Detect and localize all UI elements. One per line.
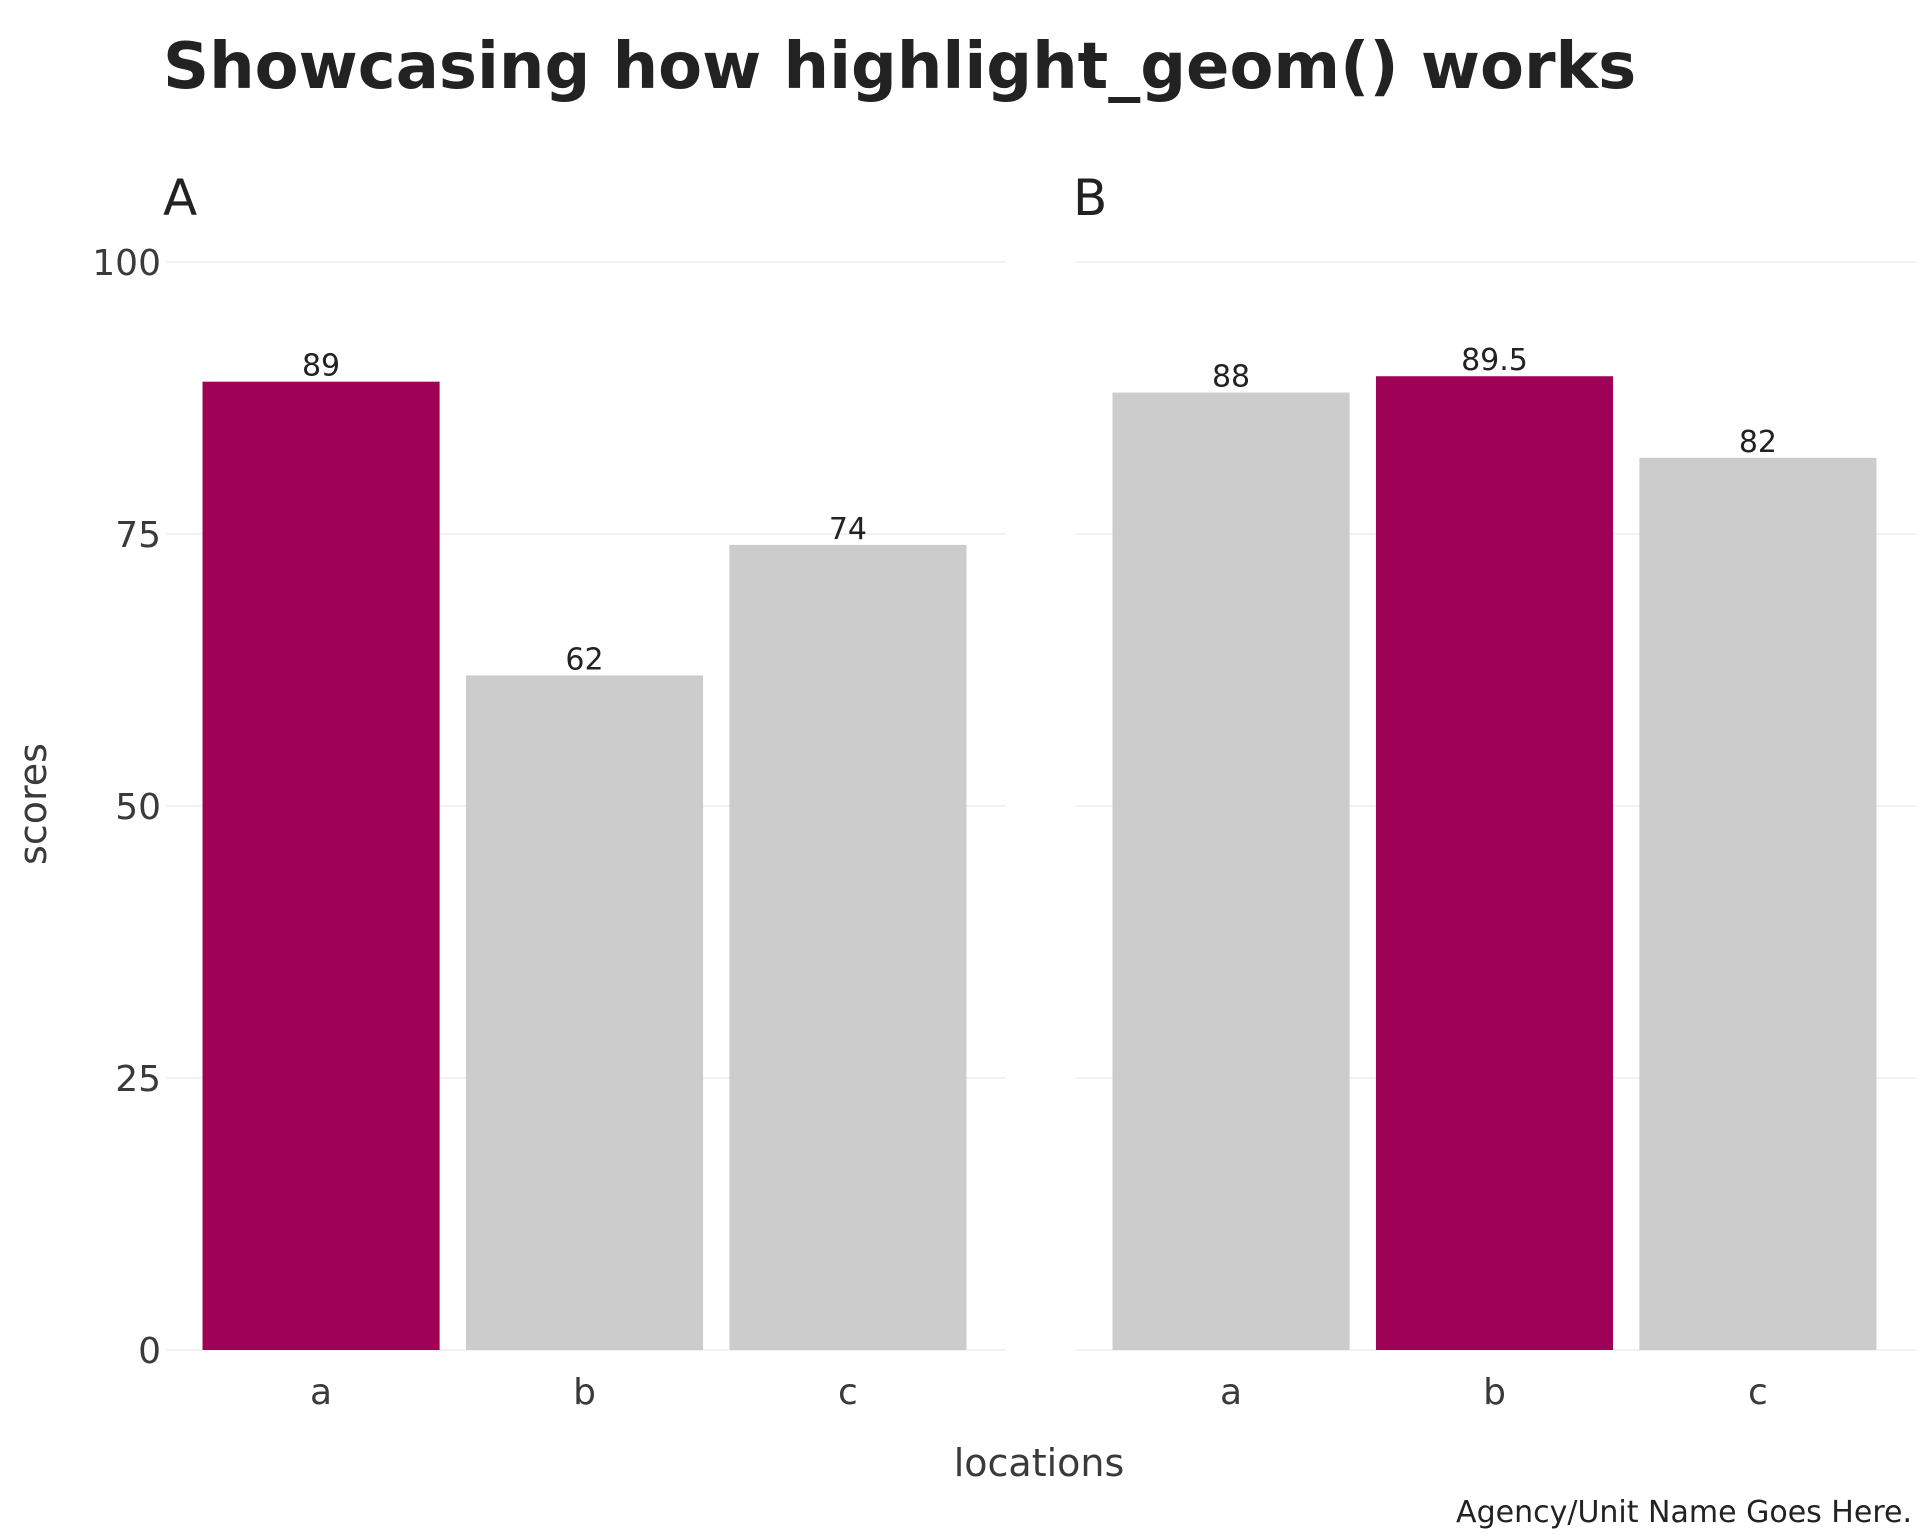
data-label: 74 bbox=[829, 512, 867, 547]
bar-B-c bbox=[1639, 457, 1877, 1351]
y-tick-label: 50 bbox=[115, 787, 161, 828]
data-label: 89 bbox=[302, 349, 340, 384]
bar-A-b bbox=[465, 675, 704, 1350]
bar-B-b bbox=[1375, 376, 1614, 1350]
y-axis-title: scores bbox=[11, 743, 55, 865]
caption: Agency/Unit Name Goes Here. bbox=[1456, 1495, 1912, 1530]
x-tick-label: a bbox=[310, 1372, 332, 1413]
x-axis-title: locations bbox=[954, 1441, 1125, 1485]
y-tick-label: 100 bbox=[92, 243, 161, 284]
y-tick-label: 25 bbox=[115, 1059, 161, 1100]
chart-title: Showcasing how highlight_geom() works bbox=[163, 30, 1636, 104]
data-label: 82 bbox=[1739, 425, 1777, 460]
x-tick-label: c bbox=[838, 1372, 858, 1413]
data-label: 89.5 bbox=[1461, 343, 1528, 378]
facet-label: B bbox=[1073, 169, 1107, 227]
bar-B-a bbox=[1112, 392, 1350, 1350]
bar-A-a bbox=[202, 381, 440, 1350]
x-tick-label: a bbox=[1220, 1372, 1242, 1413]
data-label: 88 bbox=[1212, 360, 1250, 395]
x-tick-label: c bbox=[1748, 1372, 1768, 1413]
bar-A-c bbox=[729, 544, 967, 1350]
facet-label: A bbox=[163, 169, 197, 227]
y-tick-label: 0 bbox=[138, 1331, 161, 1372]
x-tick-label: b bbox=[1483, 1372, 1506, 1413]
x-tick-label: b bbox=[573, 1372, 596, 1413]
bars-layer bbox=[202, 376, 1877, 1351]
y-tick-label: 75 bbox=[115, 515, 161, 556]
data-label: 62 bbox=[565, 642, 603, 677]
